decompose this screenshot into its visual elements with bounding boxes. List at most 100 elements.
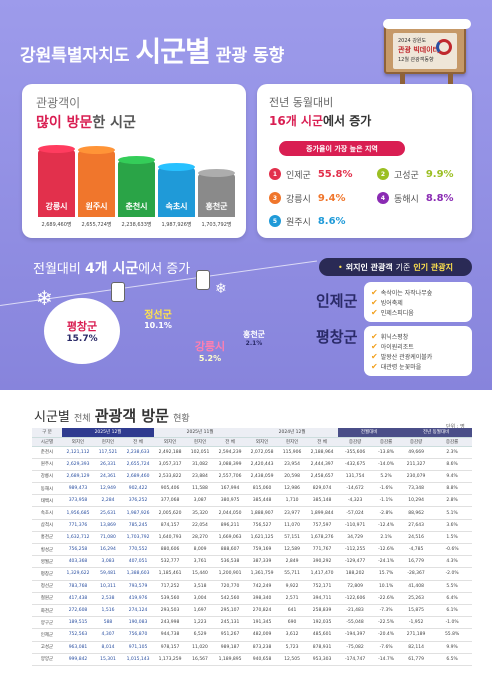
- region-cell: 삼척시: [32, 519, 62, 532]
- value-cell: 11,020: [186, 641, 215, 654]
- check-icon: ✔: [371, 331, 378, 341]
- visitor-bar: 속초시: [158, 162, 195, 217]
- value-cell: 272,608: [62, 604, 94, 618]
- value-cell: -12.6%: [372, 543, 401, 557]
- column-header: 시군별: [32, 437, 62, 447]
- value-cell: 34,729: [338, 531, 373, 545]
- value-cell: 417,438: [62, 592, 94, 605]
- value-cell: 385,148: [306, 494, 339, 508]
- value-cell: 55,711: [278, 567, 307, 581]
- title-prefix: 강원특별자치도: [20, 46, 130, 66]
- value-cell: 756,258: [62, 543, 94, 557]
- value-cell: 10,294: [400, 494, 433, 508]
- value-cell: 398,340: [246, 592, 279, 605]
- value-cell: 752,171: [306, 580, 339, 593]
- value-cell: -4,323: [338, 494, 373, 508]
- bar-value: 2,689,460명: [41, 222, 72, 228]
- attraction-item: ✔ 인제스피디움: [371, 307, 465, 317]
- value-cell: 12,949: [94, 482, 122, 496]
- column-header: 외지인: [62, 437, 94, 447]
- attraction-name: 인제스피디움: [380, 309, 414, 317]
- column-header: 전 체: [214, 437, 247, 447]
- value-cell: 9.4%: [432, 470, 473, 484]
- value-cell: 2,284: [94, 494, 122, 508]
- check-icon: ✔: [371, 287, 378, 297]
- region-pyeongchang: 평창군: [316, 328, 358, 346]
- value-cell: -112,255: [338, 543, 373, 557]
- value-cell: -14,672: [338, 482, 373, 496]
- value-cell: 536,538: [214, 555, 247, 569]
- value-cell: 3,612: [278, 628, 307, 642]
- value-cell: 167,994: [214, 482, 247, 496]
- table-row: 양구군 189,515 588 190,083 243,998 1,223 245,131 1…: [32, 616, 473, 630]
- value-cell: 759,169: [246, 543, 279, 557]
- value-cell: 9,922: [278, 580, 307, 593]
- value-cell: 1,987,926: [122, 506, 155, 520]
- value-cell: 1,703,792: [122, 531, 155, 545]
- value-cell: -55,048: [338, 616, 373, 630]
- value-cell: 1,189,895: [214, 653, 247, 666]
- value-cell: 2,044,050: [214, 506, 247, 520]
- rank-percent: 8.6%: [317, 215, 346, 227]
- bar-name: 홍천군: [205, 202, 228, 211]
- attraction-item: ✔ 대관령 눈꽃마을: [371, 361, 465, 371]
- value-cell: 15,875: [400, 604, 433, 618]
- value-cell: 770,552: [122, 543, 155, 557]
- yoy-heading-2: 16개 시군에서 증가: [269, 114, 372, 128]
- mom-heading: 전월대비 4개 시군에서 증가: [33, 261, 191, 277]
- value-cell: 102,051: [186, 446, 215, 459]
- value-cell: 3,761: [186, 555, 215, 569]
- value-cell: -2.8%: [372, 506, 401, 520]
- table-row: 동해시 989,473 12,949 902,422 905,406 11,588 167,…: [32, 482, 473, 496]
- value-cell: 944,738: [154, 628, 187, 642]
- value-cell: 191,345: [246, 616, 279, 630]
- rank-name: 원주시: [286, 217, 311, 228]
- value-cell: -13.8%: [372, 446, 401, 459]
- group-header: 2025년 11월: [154, 428, 247, 438]
- value-cell: 771,767: [306, 543, 339, 557]
- value-cell: 3,087: [186, 494, 215, 508]
- region-cell: 양양군: [32, 653, 62, 666]
- value-cell: 390,292: [306, 555, 339, 569]
- value-cell: 6.4%: [432, 592, 473, 605]
- value-cell: 874,157: [154, 519, 187, 532]
- title-main: 시군별: [135, 35, 210, 68]
- attraction-name: 대관령 눈꽃마을: [380, 363, 422, 371]
- value-cell: 3,057,317: [154, 458, 187, 471]
- value-cell: 230,079: [400, 470, 433, 484]
- value-cell: 532,777: [154, 555, 187, 569]
- bar-value: 1,987,926명: [161, 222, 192, 228]
- value-cell: 188,202: [338, 567, 373, 581]
- value-cell: 117,521: [94, 446, 122, 459]
- emblem-icon: [436, 39, 452, 55]
- value-cell: 12,589: [278, 543, 307, 557]
- value-cell: -1.1%: [372, 494, 401, 508]
- value-cell: 756,527: [246, 519, 279, 532]
- value-cell: -1.0%: [432, 616, 473, 630]
- value-cell: 8.6%: [432, 458, 473, 471]
- value-cell: 2.8%: [432, 494, 473, 508]
- value-cell: 2,594,239: [214, 446, 247, 459]
- value-cell: -7.6%: [372, 641, 401, 654]
- value-cell: 1.5%: [432, 531, 473, 545]
- value-cell: 3,518: [186, 580, 215, 593]
- value-cell: 2,458,657: [306, 470, 339, 484]
- bar-top: [198, 169, 235, 178]
- rank-number: 4: [377, 192, 389, 204]
- value-cell: 82,114: [400, 641, 433, 654]
- bar-value: 1,703,792명: [201, 222, 232, 228]
- column-header: 현지인: [278, 437, 307, 447]
- value-cell: -194,397: [338, 628, 373, 642]
- value-cell: 771,376: [62, 519, 94, 532]
- rank-number: 5: [269, 215, 281, 227]
- value-cell: 1,516: [94, 604, 122, 618]
- value-cell: 641: [278, 604, 307, 618]
- value-cell: 115,906: [278, 446, 307, 459]
- title-suffix: 관광 동향: [215, 46, 285, 66]
- value-cell: 15,301: [94, 653, 122, 666]
- value-cell: 71,080: [94, 531, 122, 545]
- check-icon: ✔: [371, 341, 378, 351]
- attraction-item: ✔ 속삭이는 자작나무숲: [371, 287, 465, 297]
- value-cell: 16,779: [400, 555, 433, 569]
- region-cell: 동해시: [32, 482, 62, 496]
